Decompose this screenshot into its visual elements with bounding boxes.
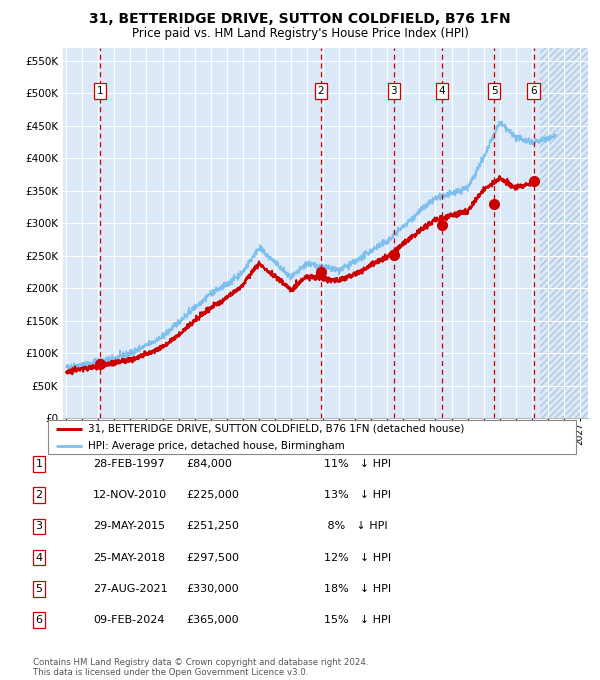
Text: 2: 2	[35, 490, 43, 500]
Text: £225,000: £225,000	[186, 490, 239, 500]
Text: 27-AUG-2021: 27-AUG-2021	[93, 584, 167, 594]
Text: £84,000: £84,000	[186, 459, 232, 469]
Text: 6: 6	[530, 86, 537, 96]
Text: 11% ↓ HPI: 11% ↓ HPI	[324, 459, 391, 469]
Text: 4: 4	[35, 553, 43, 562]
Text: HPI: Average price, detached house, Birmingham: HPI: Average price, detached house, Birm…	[88, 441, 344, 451]
FancyBboxPatch shape	[48, 420, 576, 454]
Text: £365,000: £365,000	[186, 615, 239, 625]
Text: 18% ↓ HPI: 18% ↓ HPI	[324, 584, 391, 594]
Text: 09-FEB-2024: 09-FEB-2024	[93, 615, 164, 625]
Text: 2: 2	[317, 86, 325, 96]
Text: 15% ↓ HPI: 15% ↓ HPI	[324, 615, 391, 625]
Text: 31, BETTERIDGE DRIVE, SUTTON COLDFIELD, B76 1FN (detached house): 31, BETTERIDGE DRIVE, SUTTON COLDFIELD, …	[88, 424, 464, 434]
Text: 29-MAY-2015: 29-MAY-2015	[93, 522, 165, 531]
Text: Contains HM Land Registry data © Crown copyright and database right 2024.
This d: Contains HM Land Registry data © Crown c…	[33, 658, 368, 677]
Bar	[540, 48, 588, 418]
Text: 8% ↓ HPI: 8% ↓ HPI	[324, 522, 388, 531]
Text: 5: 5	[35, 584, 43, 594]
Text: £330,000: £330,000	[186, 584, 239, 594]
Text: Price paid vs. HM Land Registry's House Price Index (HPI): Price paid vs. HM Land Registry's House …	[131, 27, 469, 39]
Text: 3: 3	[35, 522, 43, 531]
Text: 3: 3	[391, 86, 397, 96]
Text: 28-FEB-1997: 28-FEB-1997	[93, 459, 164, 469]
Text: £251,250: £251,250	[186, 522, 239, 531]
Text: 25-MAY-2018: 25-MAY-2018	[93, 553, 165, 562]
Text: 4: 4	[439, 86, 445, 96]
Text: 1: 1	[35, 459, 43, 469]
Text: 1: 1	[97, 86, 104, 96]
Text: 12% ↓ HPI: 12% ↓ HPI	[324, 553, 391, 562]
Bar	[540, 48, 588, 418]
Text: 13% ↓ HPI: 13% ↓ HPI	[324, 490, 391, 500]
Text: 5: 5	[491, 86, 497, 96]
Text: 12-NOV-2010: 12-NOV-2010	[93, 490, 167, 500]
Text: £297,500: £297,500	[186, 553, 239, 562]
Text: 31, BETTERIDGE DRIVE, SUTTON COLDFIELD, B76 1FN: 31, BETTERIDGE DRIVE, SUTTON COLDFIELD, …	[89, 12, 511, 27]
Text: 6: 6	[35, 615, 43, 625]
